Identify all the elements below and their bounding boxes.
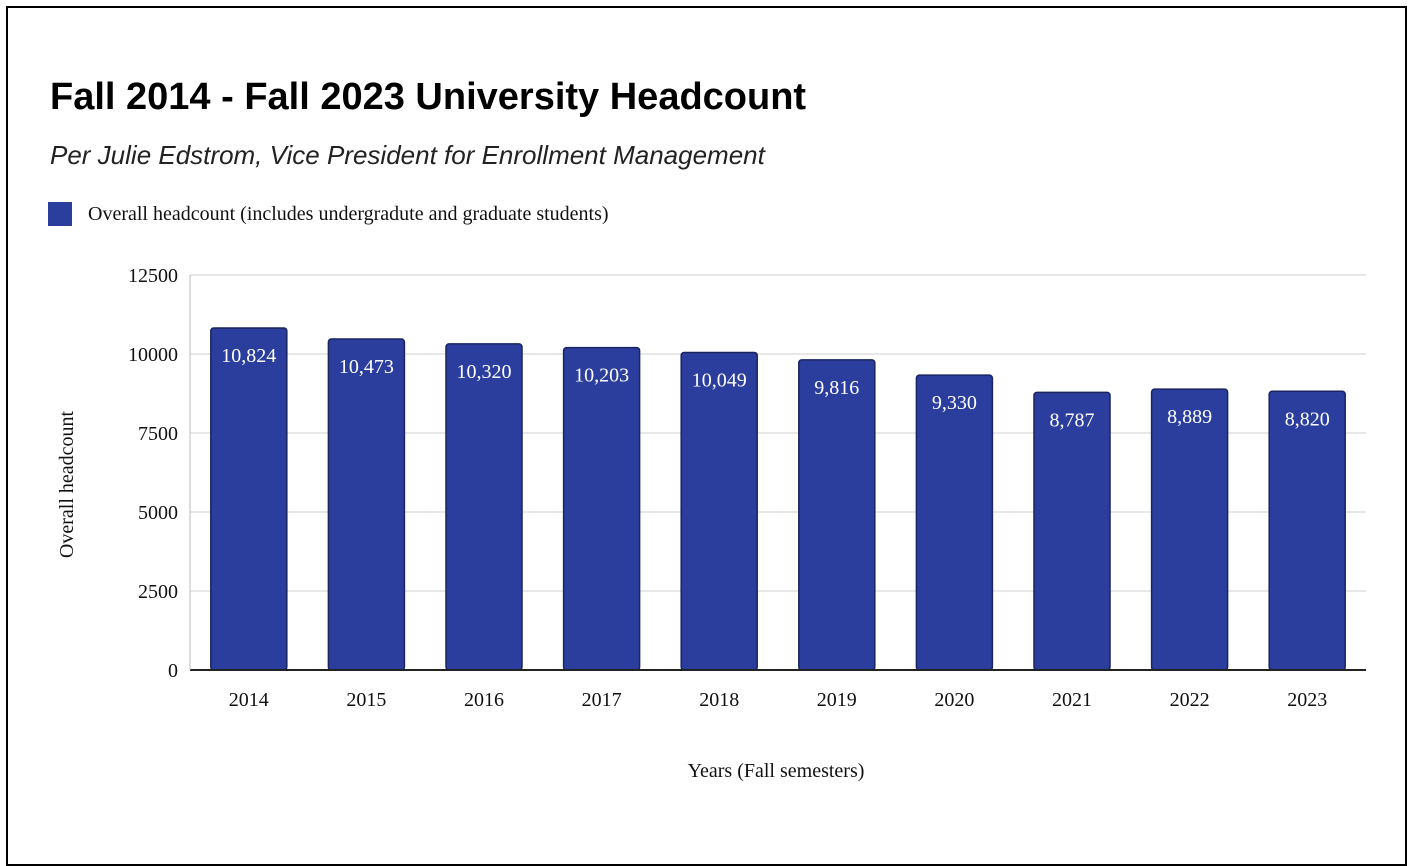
bar-value-label: 10,203	[574, 365, 629, 387]
bar-value-label: 10,320	[457, 361, 512, 383]
bar	[210, 327, 288, 671]
legend-swatch	[48, 202, 72, 226]
y-axis-ticks: 0 2500 5000 7500 10000 12500	[128, 265, 178, 682]
x-tick-label: 2016	[464, 689, 504, 711]
bar	[798, 359, 876, 671]
chart-title: Fall 2014 - Fall 2023 University Headcou…	[50, 76, 807, 118]
x-tick-label: 2021	[1052, 689, 1092, 711]
chart-subtitle: Per Julie Edstrom, Vice President for En…	[50, 140, 765, 170]
y-tick-label: 10000	[128, 344, 178, 366]
bar	[680, 351, 758, 671]
bar-value-label: 8,889	[1167, 406, 1212, 428]
x-tick-label: 2022	[1170, 689, 1210, 711]
bar-value-label: 10,049	[692, 369, 747, 391]
y-tick-label: 5000	[138, 502, 178, 524]
bar	[915, 374, 994, 671]
bar	[1033, 391, 1111, 671]
y-tick-label: 0	[168, 660, 178, 682]
legend-label: Overall headcount (includes undergradute…	[88, 202, 609, 225]
x-tick-label: 2018	[699, 689, 739, 711]
bar	[445, 343, 523, 671]
data-labels: 10,824 10,473 10,320 10,203 10,049 9,816 9,330…	[221, 345, 1329, 431]
bar-value-label: 9,816	[814, 377, 859, 399]
bar	[1150, 388, 1229, 671]
bar	[562, 346, 641, 671]
x-tick-label: 2020	[934, 689, 974, 711]
bars	[210, 327, 1346, 671]
bar-value-label: 10,473	[339, 356, 394, 378]
x-axis-ticks: 2014 2015 2016 2017 2018 2019 2020 2021 2022 2023	[229, 689, 1327, 711]
bar-value-label: 8,820	[1285, 408, 1330, 430]
y-tick-label: 7500	[138, 423, 178, 445]
bar-value-label: 9,330	[932, 392, 977, 414]
y-tick-label: 2500	[138, 581, 178, 603]
y-tick-label: 12500	[128, 265, 178, 287]
x-axis-label: Years (Fall semesters)	[688, 760, 865, 782]
x-tick-label: 2014	[229, 689, 269, 711]
y-axis-label: Overall headcount	[56, 410, 78, 558]
bar	[1268, 390, 1346, 671]
x-tick-label: 2023	[1287, 689, 1327, 711]
bar	[327, 338, 406, 671]
x-tick-label: 2019	[817, 689, 857, 711]
legend: Overall headcount (includes undergradute…	[48, 202, 609, 226]
x-tick-label: 2017	[582, 689, 622, 711]
bar-value-label: 8,787	[1050, 409, 1095, 431]
x-tick-label: 2015	[346, 689, 386, 711]
bar-value-label: 10,824	[221, 345, 276, 367]
